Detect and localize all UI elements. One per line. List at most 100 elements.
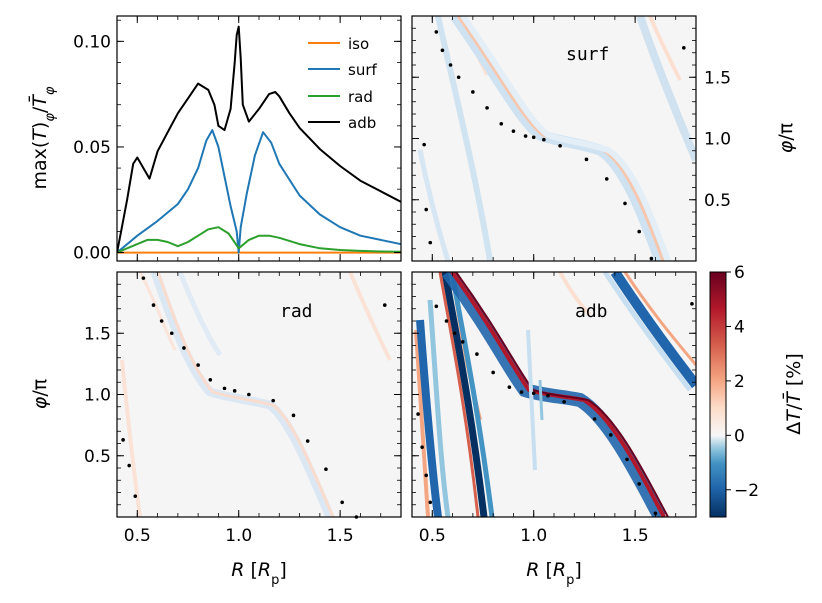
- colorbar-tick-label: 2: [734, 372, 745, 392]
- tick-group: 0.5 1.0 1.5: [411, 271, 697, 546]
- panel-bottom-right: 0.5 1.0 1.5 adb R [Rp]: [411, 271, 697, 588]
- marker-dot: [305, 439, 310, 443]
- dot-group: [422, 30, 686, 261]
- x-axis-label-bottom-left: R [Rp]: [231, 559, 287, 588]
- colorbar-gradient: [709, 271, 727, 518]
- marker-dot: [382, 303, 387, 307]
- marker-dot: [623, 201, 627, 206]
- marker-dot: [471, 90, 475, 94]
- y-tick-group: 0.00 0.05 0.10: [73, 16, 402, 264]
- y-tick-label: 0.5: [704, 191, 731, 211]
- colorbar-tick-label: −2: [734, 481, 759, 501]
- marker-dot: [422, 142, 426, 147]
- y-tick-label: 0.10: [73, 32, 111, 52]
- panel-top-right: 0.5 1.0 1.5 surf φ/π: [411, 15, 797, 262]
- marker-dot: [452, 331, 457, 336]
- panel-label-rad: rad: [280, 301, 313, 322]
- marker-dot: [291, 413, 296, 418]
- panel-label-adb: adb: [575, 301, 608, 322]
- marker-dot: [460, 340, 465, 344]
- tick-group: 0.5 1.0 1.5 0.5 1.0 1.5: [84, 271, 402, 546]
- x-axis-label-bottom-right: R [Rp]: [526, 559, 582, 588]
- legend-label-rad: rad: [348, 88, 373, 106]
- y-axis-label-top-right: φ/π: [775, 123, 797, 153]
- marker-dot: [208, 378, 213, 382]
- x-tick-label: 0.5: [124, 526, 151, 546]
- y-axis-label-bottom-left: φ/π: [29, 379, 51, 409]
- marker-dot: [141, 276, 146, 280]
- marker-dot: [434, 304, 439, 309]
- line-series-rad: [117, 226, 401, 254]
- marker-dot: [584, 157, 589, 162]
- marker-dot: [485, 106, 489, 110]
- marker-dot: [424, 473, 429, 478]
- marker-dot: [169, 331, 174, 336]
- marker-dot: [340, 500, 344, 505]
- y-tick-label: 1.0: [704, 130, 731, 150]
- x-tick-label: 1.0: [520, 526, 547, 546]
- marker-dot: [271, 398, 276, 403]
- marker-dot: [420, 445, 424, 449]
- legend-label-adb: adb: [348, 114, 376, 132]
- colorbar-tick-label: 6: [734, 263, 745, 283]
- marker-dot: [531, 391, 536, 396]
- marker-dot: [424, 207, 429, 212]
- marker-dot: [151, 303, 156, 307]
- marker-dot: [434, 30, 439, 34]
- marker-dot: [499, 122, 504, 126]
- marker-dot: [159, 319, 164, 323]
- marker-dot: [637, 482, 641, 486]
- marker-dot: [625, 457, 629, 462]
- marker-dot: [542, 137, 546, 142]
- marker-dot: [475, 352, 479, 356]
- marker-dot: [324, 467, 328, 472]
- colorbar-tick-group: −2 0 2 4 6: [726, 263, 759, 501]
- marker-dot: [690, 302, 694, 306]
- marker-dot: [448, 63, 453, 67]
- marker-dot: [558, 144, 562, 148]
- marker-dot: [196, 363, 200, 367]
- marker-dot: [637, 229, 641, 234]
- legend: iso surf rad adb: [308, 35, 377, 132]
- marker-dot: [546, 393, 550, 398]
- marker-dot: [127, 463, 131, 468]
- marker-dot: [511, 129, 516, 133]
- line-series-adb: [117, 25, 401, 253]
- panel-bottom-left: 0.5 1.0 1.5 0.5 1.0 1.5 rad φ/π R [Rp]: [29, 271, 402, 588]
- marker-dot: [456, 75, 461, 80]
- y-tick-label: 1.0: [84, 386, 111, 406]
- marker-dot: [440, 48, 445, 53]
- y-tick-label: 0.5: [84, 447, 111, 467]
- x-tick-label: 1.0: [225, 526, 252, 546]
- marker-dot: [444, 319, 449, 323]
- marker-dot: [133, 494, 138, 498]
- marker-dot: [428, 240, 433, 245]
- y-tick-label: 0.05: [73, 138, 111, 158]
- y-tick-label: 0.00: [73, 244, 111, 264]
- marker-dot: [222, 386, 227, 391]
- y-tick-label: 1.5: [84, 324, 111, 344]
- marker-dot: [247, 392, 251, 397]
- heatmap-surf: [412, 16, 696, 261]
- line-series-surf: [117, 129, 401, 254]
- legend-label-iso: iso: [348, 35, 369, 53]
- y-tick-label: 1.5: [704, 68, 731, 88]
- panel-top-left: 0.00 0.05 0.10 iso surf rad adb max(T)φ/T̄…: [27, 15, 402, 264]
- colorbar-tick-label: 4: [734, 317, 745, 337]
- colorbar-label: ΔT/T̄ [%]: [781, 353, 805, 435]
- x-tick-label: 1.5: [327, 526, 354, 546]
- marker-dot: [428, 500, 433, 505]
- heatmap-rad: [117, 272, 401, 517]
- marker-dot: [519, 390, 524, 394]
- colorbar-tick-label: 0: [734, 426, 745, 446]
- marker-dot: [523, 134, 528, 138]
- x-tick-label: 1.5: [622, 526, 649, 546]
- marker-dot: [182, 346, 186, 350]
- marker-dot: [416, 412, 420, 416]
- y-axis-label-top-left: max(T)φ/T̄φ: [27, 86, 58, 189]
- heatmap-adb: [412, 272, 696, 517]
- marker-dot: [531, 135, 536, 140]
- colorbar: −2 0 2 4 6 ΔT/T̄ [%]: [709, 263, 805, 518]
- tick-group: 0.5 1.0 1.5: [411, 15, 731, 262]
